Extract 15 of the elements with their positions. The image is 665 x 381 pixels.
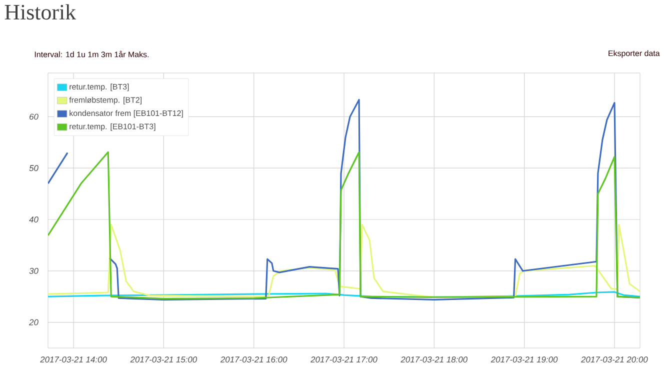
x-tick-label: 2017-03-21 19:00: [490, 356, 558, 363]
line-series: [48, 151, 640, 300]
x-tick-label: 2017-03-21 18:00: [400, 356, 468, 363]
x-tick-label: 2017-03-21 20:00: [580, 356, 648, 363]
x-tick-label: 2017-03-21 15:00: [130, 356, 198, 363]
y-tick-label: 60: [30, 114, 38, 120]
x-tick-label: 2017-03-21 14:00: [40, 356, 107, 363]
x-tick-label: 2017-03-21 17:00: [310, 356, 378, 363]
line-series: [48, 224, 640, 298]
y-tick-label: 20: [29, 319, 38, 326]
y-tick-label: 30: [29, 268, 38, 274]
chart-title: Historik: [4, 4, 76, 20]
y-tick-label: 40: [29, 216, 38, 222]
x-tick-label: 2017-03-21 16:00: [220, 356, 288, 363]
y-tick-label: 50: [29, 165, 38, 172]
